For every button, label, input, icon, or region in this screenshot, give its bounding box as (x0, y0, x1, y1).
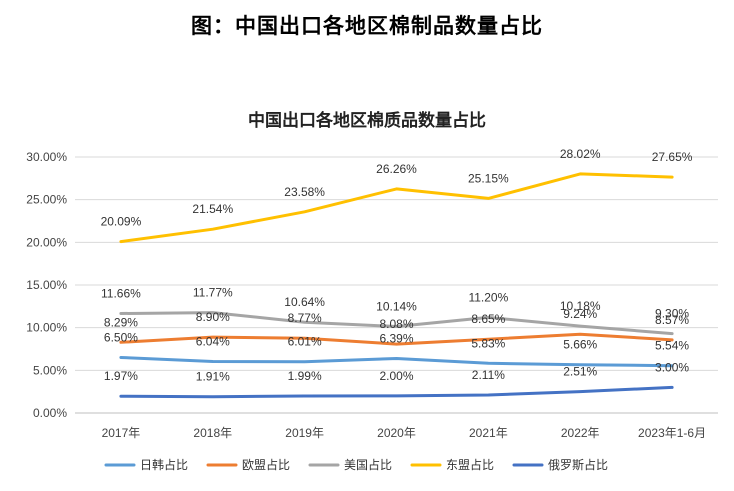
x-tick-label: 2018年 (193, 426, 232, 440)
data-label: 8.65% (471, 312, 505, 326)
data-label: 1.97% (104, 369, 138, 383)
data-label: 10.64% (284, 295, 325, 309)
chart-title: 中国出口各地区棉质品数量占比 (248, 110, 486, 131)
data-label: 25.15% (468, 171, 509, 185)
data-label: 8.08% (379, 317, 413, 331)
series-lines (119, 172, 674, 399)
x-tick-label: 2023年1-6月 (638, 426, 706, 440)
data-label: 11.66% (101, 287, 141, 301)
x-axis: 2017年 2018年 2019年 2020年 2021年 2022年 2023年1-6月 (102, 426, 707, 440)
data-label: 11.20% (468, 290, 508, 304)
data-label: 3.00% (655, 360, 689, 374)
x-tick-label: 2020年 (377, 426, 416, 440)
legend-label: 日韩占比 (140, 457, 188, 472)
data-label: 20.09% (101, 215, 142, 229)
legend-label: 东盟占比 (446, 457, 494, 472)
x-tick-label: 2017年 (102, 426, 141, 440)
data-label: 6.01% (288, 335, 322, 349)
data-label: 11.77% (193, 286, 233, 300)
y-tick-label: 25.00% (26, 193, 67, 207)
data-label: 8.90% (196, 310, 230, 324)
y-tick-label: 15.00% (26, 278, 67, 292)
series-line (119, 356, 674, 368)
data-label: 6.50% (104, 331, 138, 345)
data-label: 6.04% (196, 334, 230, 348)
data-label: 8.29% (104, 315, 138, 329)
legend-label: 俄罗斯占比 (548, 457, 608, 472)
legend-label: 美国占比 (344, 457, 392, 472)
data-label: 5.66% (563, 338, 597, 352)
y-tick-label: 0.00% (33, 406, 67, 420)
data-label: 5.54% (655, 339, 689, 353)
data-label: 9.24% (563, 307, 597, 321)
figure-title: 图：中国出口各地区棉制品数量占比 (191, 13, 543, 38)
data-labels: 6.50% 6.04% 6.01% 6.39% 5.83% 5.66% 5.54% 8.29%… (101, 147, 693, 384)
data-label: 1.99% (288, 369, 322, 383)
legend-label: 欧盟占比 (242, 457, 290, 472)
data-label: 28.02% (560, 147, 601, 161)
y-tick-label: 5.00% (33, 363, 67, 377)
data-label: 2.00% (379, 369, 413, 383)
data-label: 8.57% (655, 313, 689, 327)
y-axis: 0.00% 5.00% 10.00% 15.00% 20.00% 25.00% 30.00% (26, 150, 67, 420)
series-line (119, 172, 674, 244)
data-label: 27.65% (652, 150, 693, 164)
x-tick-label: 2019年 (285, 426, 324, 440)
y-tick-label: 10.00% (26, 321, 67, 335)
data-label: 23.58% (284, 185, 325, 199)
data-label: 26.26% (376, 162, 417, 176)
x-tick-label: 2022年 (561, 426, 600, 440)
data-label: 8.77% (288, 311, 322, 325)
y-tick-label: 30.00% (26, 150, 67, 164)
data-label: 21.54% (192, 202, 233, 216)
data-label: 9.30% (655, 307, 689, 321)
data-label: 1.91% (196, 370, 230, 384)
series-line (119, 332, 674, 346)
data-label: 6.39% (379, 331, 413, 345)
x-tick-label: 2021年 (469, 426, 508, 440)
data-label: 2.51% (563, 365, 597, 379)
y-tick-label: 20.00% (26, 235, 67, 249)
data-label: 10.14% (376, 299, 417, 313)
data-label: 10.18% (560, 299, 601, 313)
data-label: 2.11% (472, 368, 505, 382)
series-line (119, 311, 674, 336)
data-label: 5.83% (471, 336, 505, 350)
series-line (119, 385, 674, 399)
legend: 日韩占比 欧盟占比 美国占比 东盟占比 俄罗斯占比 (104, 457, 608, 472)
